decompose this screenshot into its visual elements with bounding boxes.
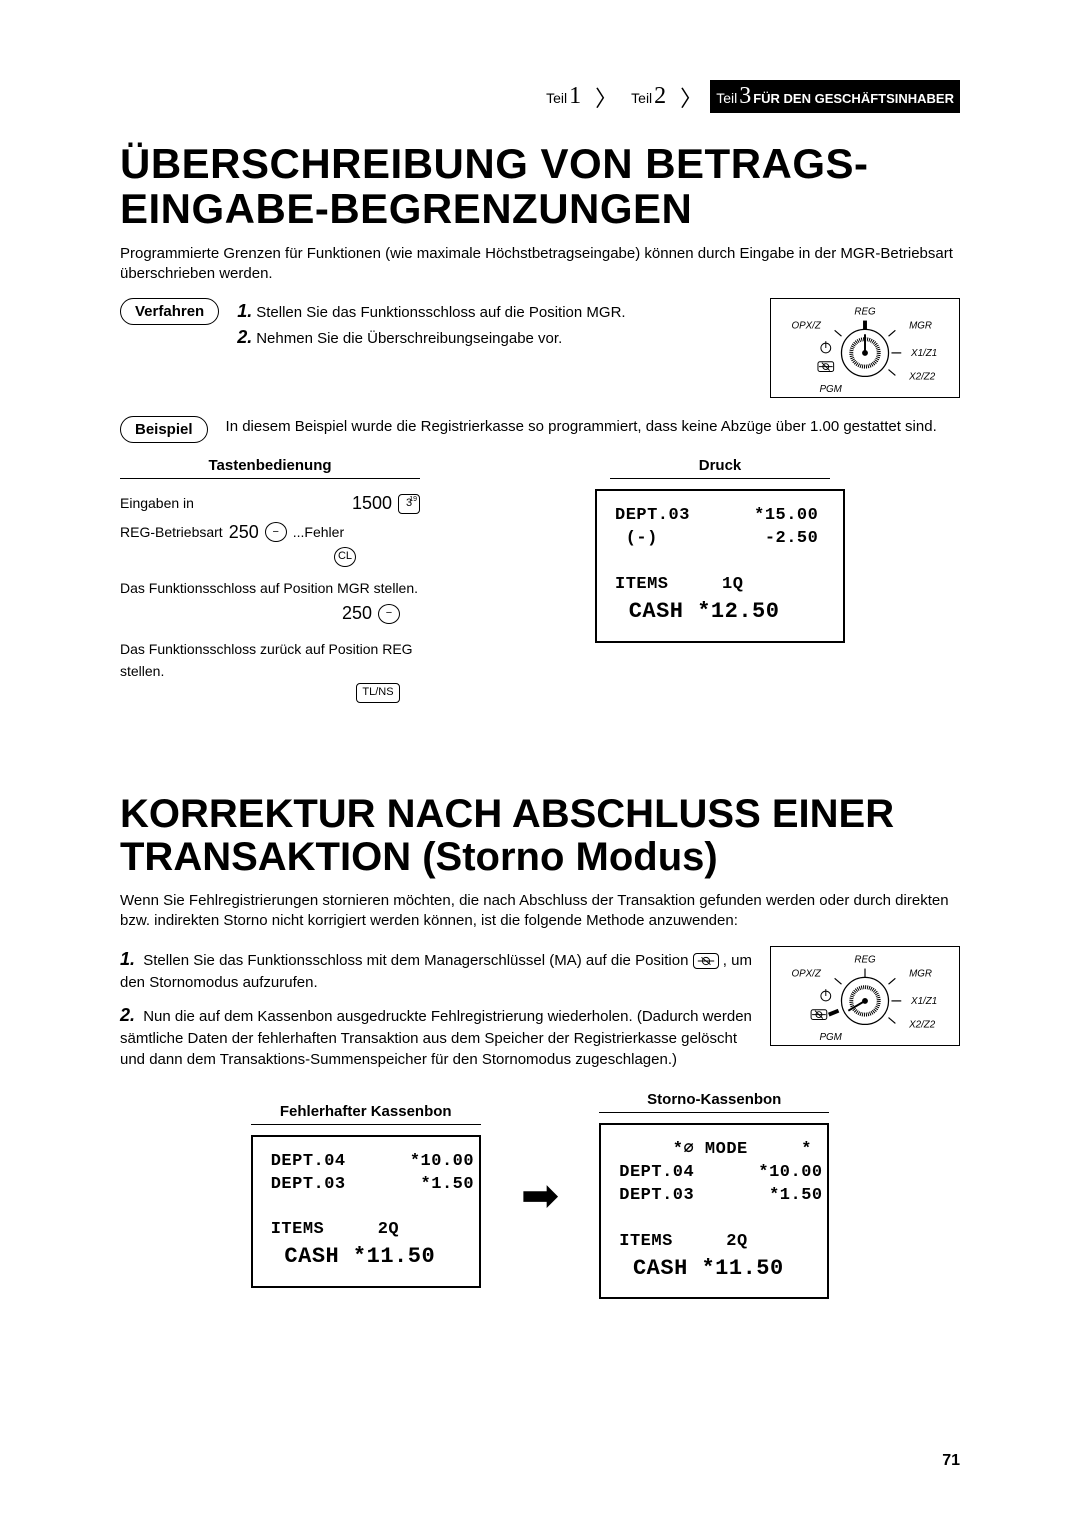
receipt-bad: DEPT.04 *10.00 DEPT.03 *1.50 ITEMS 2Q CA…: [251, 1135, 481, 1288]
receipt-storno: *⌀ MODE * DEPT.04 *10.00 DEPT.03 *1.50 I…: [599, 1123, 829, 1299]
dial-pgm: PGM: [820, 384, 843, 395]
bc2-label: Teil: [631, 90, 652, 106]
verfahren-pill: Verfahren: [120, 298, 219, 325]
key-tlns: TL/NS: [356, 683, 400, 703]
vstep2: Nun die auf dem Kassenbon ausgedruckte F…: [120, 1008, 752, 1069]
dial-mgr: MGR: [909, 321, 932, 332]
key-3: 319: [398, 494, 420, 514]
svg-text:MGR: MGR: [909, 968, 932, 979]
bc3-label: Teil: [716, 90, 737, 106]
rc2-head: Storno-Kassenbon: [599, 1091, 829, 1113]
ko-l1b: 1500: [352, 489, 392, 518]
verfahren-row: Verfahren 1.Stellen Sie das Funktionssch…: [120, 298, 960, 398]
step-num-1: 1.: [237, 301, 252, 321]
step2-text: Nehmen Sie die Überschreibungseingabe vo…: [256, 330, 562, 347]
ko-l2a: REG-Betriebsart: [120, 521, 223, 543]
receipt-comparison: Fehlerhafter Kassenbon DEPT.04 *10.00 DE…: [120, 1091, 960, 1299]
vstep1a: Stellen Sie das Funktionsschloss mit dem…: [143, 952, 692, 969]
breadcrumb-part3: Teil3 FÜR DEN GESCHÄFTSINHABER: [710, 80, 960, 113]
section2-title: KORREKTUR NACH ABSCHLUSS EINER TRANSAKTI…: [120, 793, 960, 879]
ko-l4: Das Funktionsschloss auf Position MGR st…: [120, 577, 420, 599]
tasten-druck-columns: Tastenbedienung Eingaben in 1500 319 REG…: [120, 457, 960, 703]
druck-column: Druck DEPT.03 *15.00 (-) -2.50 ITEMS 1Q …: [480, 457, 960, 703]
dial-x1z1: X1/Z1: [910, 348, 937, 359]
receipt-1: DEPT.03 *15.00 (-) -2.50 ITEMS 1Q CASH *…: [595, 489, 845, 642]
rc1-head: Fehlerhafter Kassenbon: [251, 1103, 481, 1125]
breadcrumb-part2: Teil 2: [625, 80, 672, 113]
step-num-2: 2.: [237, 327, 252, 347]
void-steps: 1. Stellen Sie das Funktionsschloss mit …: [120, 946, 752, 1071]
svg-text:X1/Z1: X1/Z1: [910, 995, 937, 1006]
verfahren-steps: 1.Stellen Sie das Funktionsschloss auf d…: [237, 298, 752, 350]
arrow-right-icon: ➡: [521, 1168, 560, 1222]
receipt-bad-wrap: Fehlerhafter Kassenbon DEPT.04 *10.00 DE…: [251, 1103, 481, 1288]
section2-intro: Wenn Sie Fehlregistrierungen stornieren …: [120, 891, 960, 932]
tasten-column: Tastenbedienung Eingaben in 1500 319 REG…: [120, 457, 420, 703]
tasten-header: Tastenbedienung: [120, 457, 420, 479]
void-steps-row: 1. Stellen Sie das Funktionsschloss mit …: [120, 946, 960, 1071]
bc3-num: 3: [739, 83, 751, 110]
ko-l5a: 250: [342, 599, 372, 628]
key-minus-2: −: [378, 604, 400, 624]
svg-text:OPX/Z: OPX/Z: [791, 968, 821, 979]
key-operations: Eingaben in 1500 319 REG-Betriebsart 250…: [120, 489, 420, 703]
step1-text: Stellen Sie das Funktionsschloss auf die…: [256, 304, 625, 321]
ko-l2b: 250: [229, 518, 259, 547]
mode-dial: REG OPX/Z MGR X1/Z1 X2/Z2 PGM: [770, 298, 960, 398]
breadcrumb: Teil 1 〉 Teil 2 〉 Teil3 FÜR DEN GESCHÄFT…: [120, 80, 960, 113]
dial-x2z2: X2/Z2: [908, 372, 936, 383]
vstep-num-1: 1.: [120, 949, 135, 969]
breadcrumb-part1: Teil 1: [540, 80, 587, 113]
beispiel-pill: Beispiel: [120, 416, 208, 443]
beispiel-text: In diesem Beispiel wurde die Registrierk…: [226, 416, 960, 437]
bc3-text: FÜR DEN GESCHÄFTSINHABER: [753, 91, 954, 106]
svg-text:X2/Z2: X2/Z2: [908, 1019, 936, 1030]
druck-header: Druck: [610, 457, 830, 479]
chevron-icon: 〉: [595, 81, 617, 113]
svg-text:PGM: PGM: [820, 1032, 843, 1043]
mode-dial-2: REG OPX/Z MGR X1/Z1 X2/Z2 PGM: [770, 946, 960, 1046]
dial-reg: REG: [854, 307, 876, 318]
ko-l6: Das Funktionsschloss zurück auf Position…: [120, 638, 420, 683]
key-minus: −: [265, 522, 287, 542]
section1-intro: Programmierte Grenzen für Funktionen (wi…: [120, 244, 960, 285]
chevron-icon: 〉: [680, 81, 702, 113]
ko-l2-err: ...Fehler: [293, 521, 344, 543]
svg-text:REG: REG: [854, 954, 876, 965]
beispiel-block: Beispiel In diesem Beispiel wurde die Re…: [120, 416, 960, 443]
bc1-num: 1: [569, 83, 581, 110]
bc2-num: 2: [654, 83, 666, 110]
section1-title: ÜBERSCHREIBUNG VON BETRAGS-EINGABE-BEGRE…: [120, 141, 960, 232]
void-mode-icon: [693, 953, 719, 969]
key-cl: CL: [334, 547, 356, 567]
bc1-label: Teil: [546, 90, 567, 106]
vstep-num-2: 2.: [120, 1005, 135, 1025]
section2: KORREKTUR NACH ABSCHLUSS EINER TRANSAKTI…: [120, 793, 960, 1300]
page-number: 71: [942, 1452, 960, 1470]
dial-opxz: OPX/Z: [791, 321, 821, 332]
receipt-storno-wrap: Storno-Kassenbon *⌀ MODE * DEPT.04 *10.0…: [599, 1091, 829, 1299]
ko-l1a: Eingaben in: [120, 492, 194, 514]
